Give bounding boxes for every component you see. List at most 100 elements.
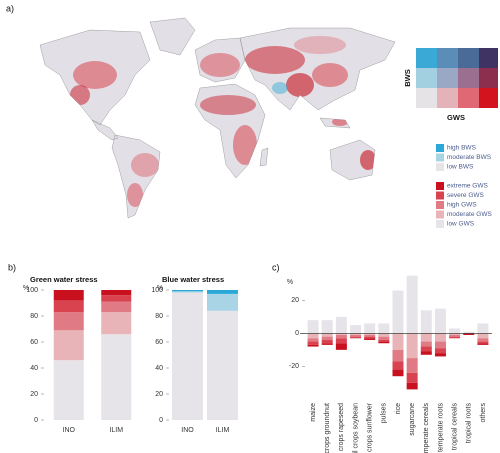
bar-segment [364, 335, 376, 337]
bar-segment [420, 310, 432, 334]
bar-segment [477, 333, 489, 339]
y-tick-label: 80 [30, 313, 38, 320]
bar-segment [350, 333, 362, 335]
legend-label: moderate GWS [447, 211, 492, 218]
y-tick-label: 20 [30, 391, 38, 398]
x-tick-label: temperate roots [437, 403, 444, 453]
bar-segment [434, 353, 446, 357]
bar-segment [420, 341, 432, 347]
x-tick-label: ILIM [109, 427, 123, 434]
bar-segment [434, 348, 446, 354]
bar-segment [434, 341, 446, 349]
y-tick-label: 0 [159, 417, 163, 424]
bar-segment [477, 323, 489, 334]
bar-segment [463, 333, 475, 335]
bar-segment [378, 323, 390, 334]
legend-swatch [436, 144, 444, 152]
bar-segment [321, 320, 333, 334]
bar-segment [321, 339, 333, 344]
y-tick-label: 20 [291, 297, 299, 304]
panel-label: a) [6, 3, 14, 13]
stress-patches [70, 36, 376, 207]
bar-segment [392, 333, 404, 350]
bar-segment [307, 341, 319, 345]
bar-segment [434, 308, 446, 334]
x-tick-label: oil crops soybean [352, 403, 359, 453]
legend-swatch [436, 220, 444, 228]
x-tick-label: oil crops sunflower [367, 402, 374, 453]
bar-segment [449, 328, 461, 334]
legend-label: low BWS [447, 164, 474, 171]
bar-segment [53, 300, 84, 313]
bar-segment [172, 292, 203, 420]
bar-segment [477, 341, 489, 344]
x-tick-label: INO [181, 427, 194, 434]
panel-label: b) [8, 262, 16, 272]
bar-segment [350, 335, 362, 337]
bar-segment [207, 310, 238, 420]
x-tick-label: rice [395, 403, 402, 414]
legend-label: moderate BWS [447, 154, 492, 161]
bar-segment [364, 338, 376, 340]
bar-segment [335, 335, 347, 339]
land [39, 17, 396, 219]
chart-title: Green water stress [30, 275, 98, 284]
bar-segment [449, 335, 461, 337]
world-map [39, 17, 396, 219]
bar-segment [378, 333, 390, 337]
legend-swatch [436, 182, 444, 190]
bar-segment [449, 336, 461, 339]
map-legend: high BWS moderate BWS low BWS extreme GWS se… [436, 144, 492, 228]
bar-segment [378, 336, 390, 340]
bar-segment [434, 333, 446, 342]
bar-segment [335, 316, 347, 334]
bar-segment [392, 361, 404, 370]
bivariate-legend: BWS GWS [403, 48, 498, 122]
bar-segment [207, 290, 238, 294]
bar-segment [335, 343, 347, 350]
bar-segment [406, 372, 418, 383]
y-tick-label: 80 [155, 313, 163, 320]
bar-segment [321, 343, 333, 345]
bar-segment [307, 344, 319, 347]
bar-segment [335, 333, 347, 335]
x-tick-label: sugarcane [409, 403, 416, 436]
bar-segment [53, 290, 84, 301]
legend-swatch [436, 163, 444, 171]
x-tick-label: oil crops rapeseed [338, 403, 345, 453]
y-tick-label: 40 [30, 365, 38, 372]
x-tick-label: oil crops groundnut [324, 403, 331, 453]
bar-segment [477, 343, 489, 345]
legend-label: high BWS [447, 145, 477, 152]
y-tick-label: 100 [151, 287, 163, 294]
bar-segment [172, 290, 203, 292]
bar-segment [101, 301, 132, 313]
bar-segment [350, 325, 362, 334]
x-tick-label: maize [310, 403, 317, 422]
chart-title: Blue water stress [162, 275, 224, 284]
bar-segment [477, 338, 489, 342]
bar-segment [463, 331, 475, 334]
bar-segment [53, 360, 84, 420]
legend-label: low GWS [447, 221, 475, 228]
x-tick-label: ILIM [216, 427, 230, 434]
bar-segment [335, 338, 347, 344]
bar-segment [406, 333, 418, 359]
y-tick-label: 60 [155, 339, 163, 346]
legend-label: extreme GWS [447, 183, 488, 190]
legend-swatch [436, 191, 444, 200]
bar-segment [53, 312, 84, 331]
bar-segment [101, 295, 132, 302]
y-axis-unit: % [287, 279, 293, 286]
y-tick-label: -20 [289, 363, 299, 370]
bar-segment [307, 320, 319, 334]
bar-segment [101, 312, 132, 335]
bar-segment [53, 330, 84, 361]
x-tick-label: tropical cereals [451, 403, 458, 451]
bar-segment [172, 291, 203, 293]
x-tick-label: pulses [381, 403, 388, 424]
y-tick-label: 60 [30, 339, 38, 346]
y-tick-label: 100 [26, 287, 38, 294]
y-tick-label: 0 [34, 417, 38, 424]
